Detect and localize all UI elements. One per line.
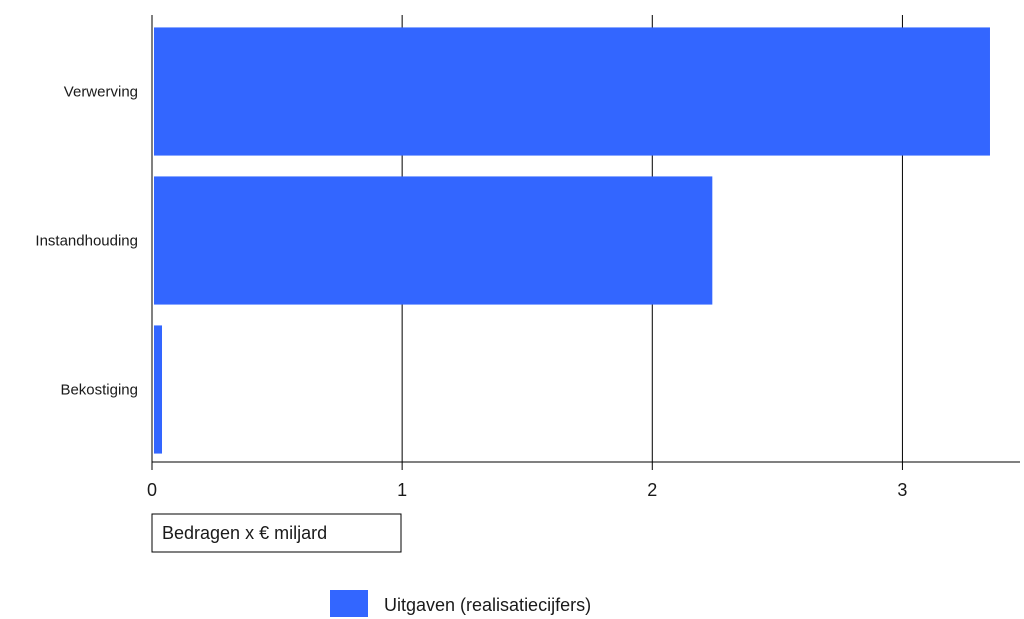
x-tick-label-0: 0	[147, 480, 157, 500]
axis-layer	[151, 15, 1020, 463]
category-label-instandhouding: Instandhouding	[35, 233, 138, 250]
bar-bekostiging	[154, 325, 163, 454]
x-tick-label-1: 1	[397, 480, 407, 500]
bar-instandhouding	[154, 176, 713, 305]
bar-layer	[154, 27, 990, 454]
category-label-bekostiging: Bekostiging	[60, 382, 138, 399]
x-axis-title: Bedragen x € miljard	[162, 523, 327, 543]
legend-swatch	[330, 590, 368, 617]
label-layer: 0 1 2 3 Verwerving Instandhouding Bekostiging	[35, 84, 907, 501]
bar-verwerving	[154, 27, 990, 156]
x-tick-label-2: 2	[647, 480, 657, 500]
category-label-verwerving: Verwerving	[64, 84, 138, 101]
x-axis-title-box: Bedragen x € miljard	[151, 513, 402, 553]
legend-label: Uitgaven (realisatiecijfers)	[384, 595, 591, 615]
legend: Uitgaven (realisatiecijfers)	[330, 590, 591, 617]
x-tick-label-3: 3	[897, 480, 907, 500]
